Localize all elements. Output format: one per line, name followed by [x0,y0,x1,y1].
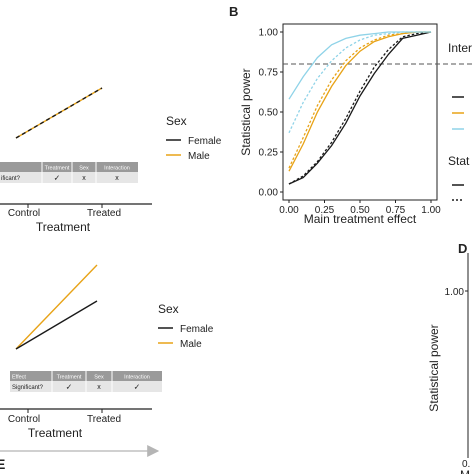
panel-c-legend-title: Sex [158,302,179,316]
panel-b-y-axis-title: Statistical power [239,68,253,155]
panel-a-lines [15,87,103,139]
panel-a-table: Treatment Sex Interaction ificant? ✓ x x [0,162,138,183]
panel-c: Control Treated Treatment Sex Female Mal… [0,264,214,440]
panel-c-table-header-interaction: Interaction [124,375,150,381]
panel-d-y-axis-title: Statistical power [427,324,441,411]
panel-a-table-header-row [0,162,138,172]
panel-e: E [0,445,160,472]
panel-b-y-tick-label: 0.25 [259,148,279,159]
panel-c-legend: Sex Female Male [158,302,214,350]
panel-c-tick-label-control: Control [8,414,40,425]
panel-b-series-3-solid [288,31,431,172]
panel-b-legend: Inter Stat [448,41,472,201]
panel-b-y-tick-label: 0.00 [259,188,279,199]
panel-c-table-cell-interaction: ✓ [134,383,141,392]
panel-b-series-1-solid [288,31,432,185]
panel-b-series-2-dashed [288,31,432,185]
panel-b-x-tick-label: 0.00 [279,205,299,216]
panel-b-series-5-solid [288,31,431,100]
panel-d-x-axis-title-fragment: M [460,468,470,474]
panel-c-table-header-effect: Effect [12,375,26,381]
panel-a-tick-label-control: Control [8,208,40,219]
panel-a-legend-label-male: Male [188,151,210,162]
panel-a: Control Treated Treatment Sex Female Mal… [0,87,222,234]
panel-b-x-tick-label: 0.75 [386,205,406,216]
panel-c-line-male [15,264,98,350]
panel-d: D 1.00 Statistical power 0. M [427,241,470,474]
panel-c-table-row-label: Significant? [12,385,44,391]
panel-b-lines [288,31,432,185]
panel-c-table-header-treatment: Treatment [57,375,82,381]
panel-d-label: D [458,241,467,256]
panel-a-table-header-interaction: Interaction [104,166,130,172]
panel-c-table-cell-treatment: ✓ [66,383,73,392]
panel-a-legend-label-female: Female [188,136,222,147]
panel-b-series-6-dashed [288,31,431,134]
panel-a-legend-title: Sex [166,114,187,128]
panel-c-table: Effect Treatment Sex Interaction Signifi… [10,371,162,392]
panel-b-x-tick-label: 0.50 [350,205,370,216]
panel-b-legend-interaction-title: Inter [448,41,472,55]
panel-c-legend-label-female: Female [180,324,214,335]
panel-a-table-cell-treatment: ✓ [54,174,61,183]
panel-a-line-female [15,87,103,139]
panel-b-y-tick-label: 0.75 [259,68,279,79]
panel-a-x-axis-title: Treatment [36,220,91,234]
panel-b-x-tick-label: 1.00 [421,205,441,216]
panel-b-x-ticks: 0.00 0.25 0.50 0.75 1.00 [279,200,441,216]
panel-b-x-axis-title: Main treatment effect [304,212,417,226]
panel-c-x-axis-title: Treatment [28,426,83,440]
panel-a-tick-label-treated: Treated [87,208,121,219]
panel-d-y-tick-label-top: 1.00 [445,287,465,298]
panel-a-table-body-row [0,172,138,183]
panel-a-table-cell-interaction: x [115,175,119,182]
panel-a-table-header-sex: Sex [79,166,89,172]
panel-b: B Statistical power Main treatment effec… [229,4,474,226]
panel-b-label: B [229,4,238,19]
panel-c-table-cell-sex: x [97,384,101,391]
panel-b-y-tick-label: 1.00 [259,28,279,39]
panel-b-legend-stat-title: Stat [448,154,470,168]
panel-c-line-female [15,300,98,350]
panel-a-table-cell-sex: x [82,175,86,182]
panel-b-series-4-dashed [288,31,431,169]
panel-b-y-tick-label: 0.50 [259,108,279,119]
panel-b-y-ticks: 0.00 0.25 0.50 0.75 1.00 [259,28,283,199]
panel-c-lines [15,264,98,350]
panel-e-label: E [0,456,5,472]
panel-c-legend-label-male: Male [180,339,202,350]
panel-b-x-tick-label: 0.25 [315,205,335,216]
panel-c-tick-label-treated: Treated [87,414,121,425]
panel-c-table-header-sex: Sex [94,375,104,381]
panel-a-table-header-treatment: Treatment [45,166,70,172]
panel-d-x-tick-label-first: 0. [462,459,470,470]
panel-a-legend: Sex Female Male [166,114,222,162]
panel-a-table-row-label: ificant? [1,176,21,182]
